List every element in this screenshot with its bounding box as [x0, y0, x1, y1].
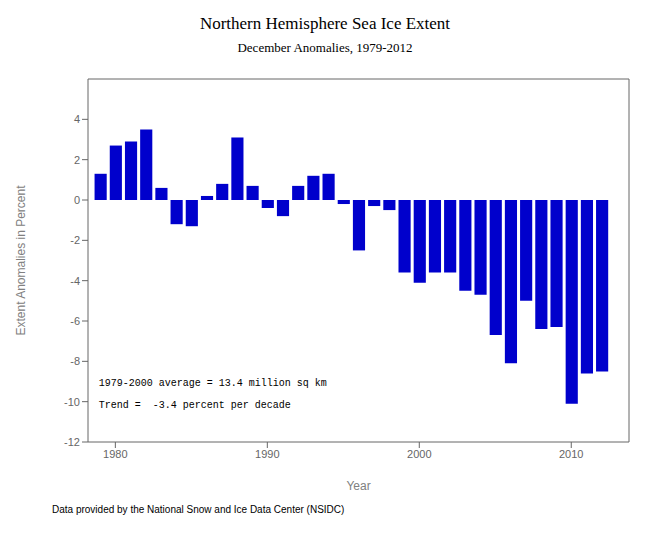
svg-text:-6: -6	[70, 315, 80, 327]
html-text:1979-2000 average = 13.4 milli: 1979-2000 average = 13.4 million sq km	[98, 378, 327, 390]
svg-text:2010: 2010	[559, 448, 583, 460]
svg-text:1980: 1980	[103, 448, 127, 460]
svg-text:Year: Year	[346, 479, 370, 493]
svg-text:2000: 2000	[407, 448, 431, 460]
svg-text:-10: -10	[64, 396, 80, 408]
html-text:Northern Hemisphere Sea Ice Ex: Northern Hemisphere Sea Ice Extent	[199, 14, 451, 33]
html-text:December Anomalies, 1979-2012: December Anomalies, 1979-2012	[237, 40, 413, 55]
svg-text:-4: -4	[70, 275, 80, 287]
html-text:Trend = -3.4 percent per decad: Trend = -3.4 percent per decade	[98, 400, 291, 412]
svg-text:Extent Anomalies in Percent: Extent Anomalies in Percent	[14, 185, 28, 336]
svg-text:-8: -8	[70, 355, 80, 367]
svg-text:-12: -12	[64, 436, 80, 448]
svg-text:0: 0	[74, 194, 80, 206]
svg-text:2: 2	[74, 154, 80, 166]
svg-text:-2: -2	[70, 234, 80, 246]
svg-text:4: 4	[74, 113, 80, 125]
svg-text:1990: 1990	[255, 448, 279, 460]
html-text:Data provided by the National: Data provided by the National Snow and I…	[52, 504, 345, 515]
